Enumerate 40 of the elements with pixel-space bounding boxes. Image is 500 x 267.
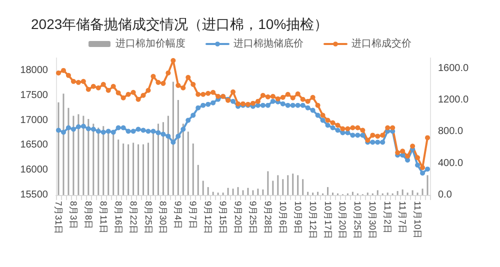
legend-label: 进口棉抛储底价: [234, 38, 304, 50]
x-tick-label: 9月15日: [218, 201, 228, 234]
x-tick-label: 7月31日: [53, 201, 64, 234]
legend-label: 进口棉成交价: [352, 38, 412, 50]
x-tick-label: 9月4日: [173, 201, 184, 230]
y-tick-label: 16000: [20, 164, 48, 176]
y-tick-label: 15500: [20, 190, 48, 200]
x-tick-label: 8月8日: [83, 201, 94, 230]
x-tick-label: 10月20日: [338, 201, 348, 240]
x-tick-label: 9月12日: [203, 201, 214, 234]
x-tick-label: 10月12日: [308, 201, 318, 240]
x-tick-label: 8月11日: [98, 201, 108, 234]
x-tick-label: 10月17日: [322, 201, 333, 240]
x-tick-label: 11月2日: [382, 201, 393, 234]
x-tick-label: 11月7日: [398, 201, 408, 234]
y2-tick-label: 1600.0: [438, 62, 470, 74]
y2-tick-label: 400.0: [438, 158, 464, 169]
legend-label: 进口棉加价幅度: [116, 38, 186, 50]
x-tick-label: 8月25日: [143, 201, 154, 234]
x-tick-label: 8月22日: [128, 201, 138, 234]
y2-tick-label: 0.0: [438, 190, 452, 200]
y-tick-label: 16500: [20, 140, 48, 151]
y2-tick-label: 1200.0: [438, 94, 470, 106]
x-tick-label: 10月6日: [278, 201, 288, 234]
chart-title: 2023年储备抛储成交情况（进口棉，10%抽检）: [31, 16, 328, 32]
x-tick-label: 11月10日: [412, 201, 423, 238]
x-tick-label: 8月16日: [113, 201, 124, 234]
y-tick-label: 17000: [20, 114, 48, 126]
x-tick-label: 8月3日: [68, 201, 78, 230]
x-tick-label: 10月9日: [292, 201, 303, 234]
x-tick-label: 9月7日: [188, 201, 198, 230]
x-tick-label: 9月28日: [262, 201, 273, 234]
x-tick-label: 10月30日: [368, 201, 378, 240]
x-tick-label: 9月20日: [233, 201, 244, 234]
y2-tick-label: 800.0: [438, 126, 464, 138]
y-tick-label: 17500: [20, 90, 48, 101]
x-tick-label: 8月30日: [158, 201, 168, 234]
y-tick-label: 18000: [20, 64, 48, 76]
x-tick-label: 9月25日: [248, 201, 258, 234]
x-tick-label: 10月25日: [352, 201, 363, 240]
